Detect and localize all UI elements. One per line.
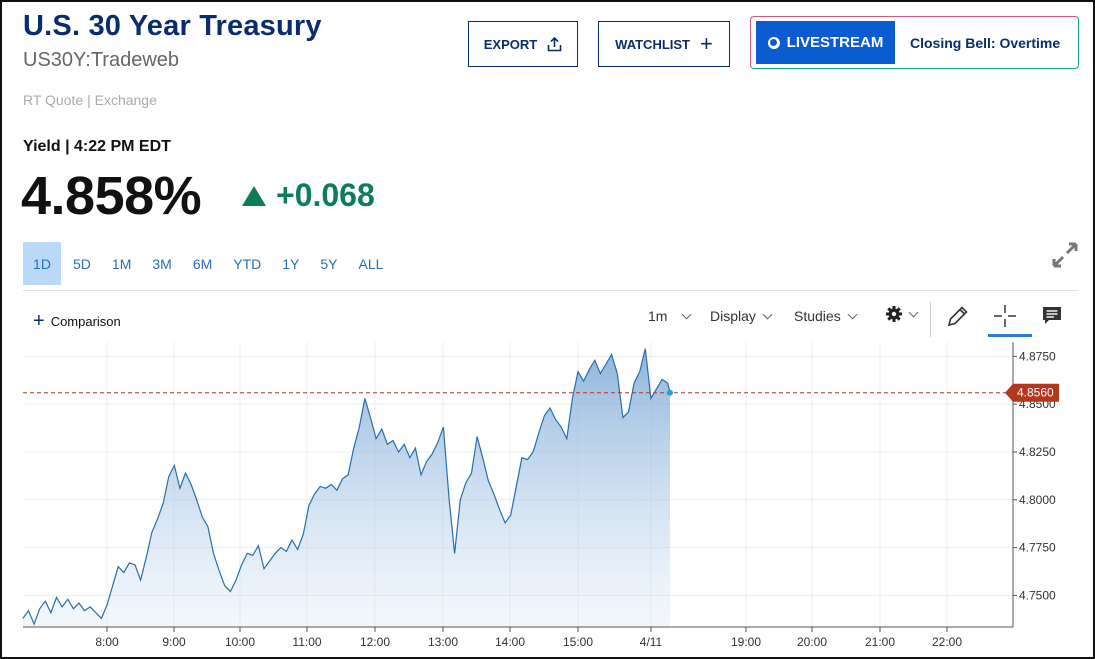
range-tab-5d[interactable]: 5D: [73, 255, 91, 272]
watchlist-label: WATCHLIST: [615, 36, 690, 52]
yield-area: [22, 348, 670, 627]
y-tick-label: 4.7500: [1019, 588, 1056, 602]
plus-icon: +: [700, 31, 713, 56]
comparison-button[interactable]: + Comparison: [33, 311, 121, 331]
x-tick-label: 8:00: [95, 635, 119, 649]
x-tick-label: 20:00: [797, 635, 827, 649]
x-tick-label: 10:00: [225, 635, 255, 649]
x-tick-label: 14:00: [495, 635, 525, 649]
divider: [23, 290, 1079, 291]
y-tick-label: 4.8000: [1019, 493, 1056, 507]
expand-icon[interactable]: [1051, 241, 1079, 269]
x-axis: 8:00 9:00 10:00 11:00 12:00 13:00 14:00 15:00 4/…: [95, 627, 962, 649]
range-tab-all[interactable]: ALL: [358, 255, 384, 272]
crosshair-icon[interactable]: [992, 303, 1018, 329]
range-tab-1y[interactable]: 1Y: [282, 255, 300, 272]
export-button[interactable]: EXPORT: [468, 21, 578, 67]
studies-dropdown[interactable]: Studies: [794, 308, 858, 324]
gear-icon: [886, 306, 902, 322]
range-tab-3m[interactable]: 3M: [152, 255, 172, 272]
plus-icon: +: [33, 310, 45, 332]
y-tick-label: 4.8250: [1019, 445, 1056, 459]
range-tab-6m[interactable]: 6M: [192, 255, 213, 272]
y-tick-label: 4.8750: [1019, 349, 1056, 363]
last-value-dot: [666, 389, 673, 396]
x-tick-label: 11:00: [292, 635, 321, 649]
export-icon: [547, 36, 562, 51]
range-tab-1m[interactable]: 1M: [111, 255, 132, 272]
yield-value: 4.858%: [21, 166, 202, 226]
range-tabs: 1D 5D 1M 3M 6M YTD 1Y 5Y ALL: [23, 242, 395, 285]
last-value-badge: [1005, 383, 1059, 402]
export-label: EXPORT: [483, 36, 538, 52]
yield-timestamp: Yield | 4:22 PM EDT: [23, 138, 171, 155]
page-title: U.S. 30 Year Treasury: [23, 10, 322, 42]
interval-label: 1m: [648, 308, 668, 324]
comparison-label: Comparison: [50, 313, 121, 329]
yield-change: +0.068: [276, 177, 375, 213]
x-tick-label: 4/11: [640, 635, 663, 649]
settings-dropdown[interactable]: [885, 305, 919, 323]
studies-label: Studies: [794, 308, 841, 324]
comment-icon[interactable]: [1040, 303, 1066, 329]
livestream-banner[interactable]: LIVESTREAM Closing Bell: Overtime: [750, 16, 1079, 69]
pencil-icon[interactable]: [945, 303, 971, 329]
livestream-show[interactable]: Closing Bell: Overtime: [910, 34, 1061, 51]
watchlist-button[interactable]: WATCHLIST +: [598, 21, 730, 67]
display-label: Display: [710, 308, 756, 324]
up-arrow-icon: [242, 186, 266, 206]
last-value-tag: 4.8560: [1005, 383, 1059, 402]
active-tool-indicator: [988, 334, 1032, 337]
livestream-label: LIVESTREAM: [786, 34, 884, 51]
x-tick-label: 22:00: [932, 635, 962, 649]
x-tick-label: 12:00: [360, 635, 390, 649]
symbol-label: US30Y:Tradeweb: [23, 49, 180, 71]
y-tick-label: 4.7750: [1019, 541, 1056, 555]
range-tab-5y[interactable]: 5Y: [320, 255, 338, 272]
last-value-label: 4.8560: [1017, 386, 1054, 400]
x-tick-label: 13:00: [428, 635, 458, 649]
x-tick-label: 9:00: [162, 635, 186, 649]
x-tick-label: 19:00: [731, 635, 761, 649]
livestream-button[interactable]: LIVESTREAM: [756, 21, 895, 64]
range-tab-1d[interactable]: 1D: [23, 242, 61, 285]
toolbar-divider: [930, 302, 931, 337]
x-tick-label: 21:00: [865, 635, 895, 649]
display-dropdown[interactable]: Display: [710, 308, 773, 324]
x-tick-label: 15:00: [563, 635, 593, 649]
range-tab-ytd[interactable]: YTD: [233, 255, 262, 272]
quote-source: RT Quote | Exchange: [23, 92, 157, 108]
interval-dropdown[interactable]: 1m: [648, 308, 692, 324]
yield-line: [22, 348, 671, 626]
live-dot-icon: [767, 36, 780, 49]
